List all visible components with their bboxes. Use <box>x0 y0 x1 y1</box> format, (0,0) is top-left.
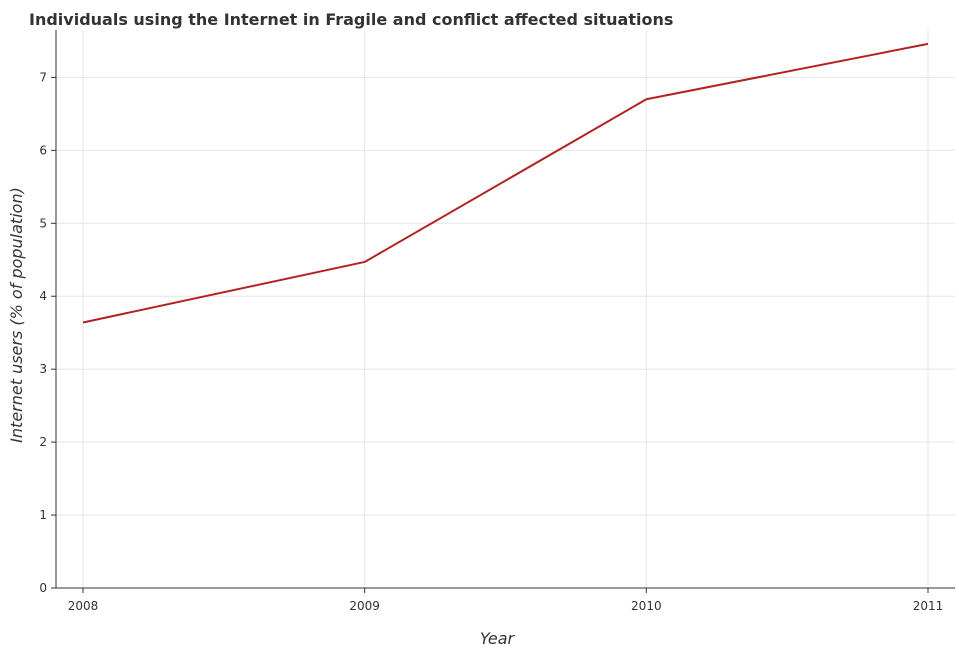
y-axis-label: Internet users (% of population) <box>7 187 26 443</box>
x-axis-label: Year <box>480 629 516 648</box>
x-tick-label: 2008 <box>68 599 99 613</box>
y-tick-label: 5 <box>39 216 47 230</box>
y-axis-ticks: 0 1 2 3 4 5 6 7 <box>39 70 56 595</box>
x-tick-label: 2010 <box>631 599 662 613</box>
y-tick-label: 1 <box>39 508 47 522</box>
y-tick-label: 6 <box>39 143 47 157</box>
y-tick-label: 7 <box>39 70 47 84</box>
series-line <box>82 42 929 324</box>
y-tick-label: 2 <box>39 435 47 449</box>
y-tick-label: 4 <box>39 289 47 303</box>
series-group <box>82 42 929 324</box>
chart-title: Individuals using the Internet in Fragil… <box>29 10 673 29</box>
y-tick-label: 3 <box>39 362 47 376</box>
x-tick-label: 2011 <box>913 599 944 613</box>
axes <box>55 30 955 589</box>
x-tick-label: 2009 <box>349 599 380 613</box>
y-tick-label: 0 <box>39 581 47 595</box>
grid-lines <box>56 30 955 589</box>
x-axis-ticks: 2008 2009 2010 2011 <box>68 588 944 613</box>
